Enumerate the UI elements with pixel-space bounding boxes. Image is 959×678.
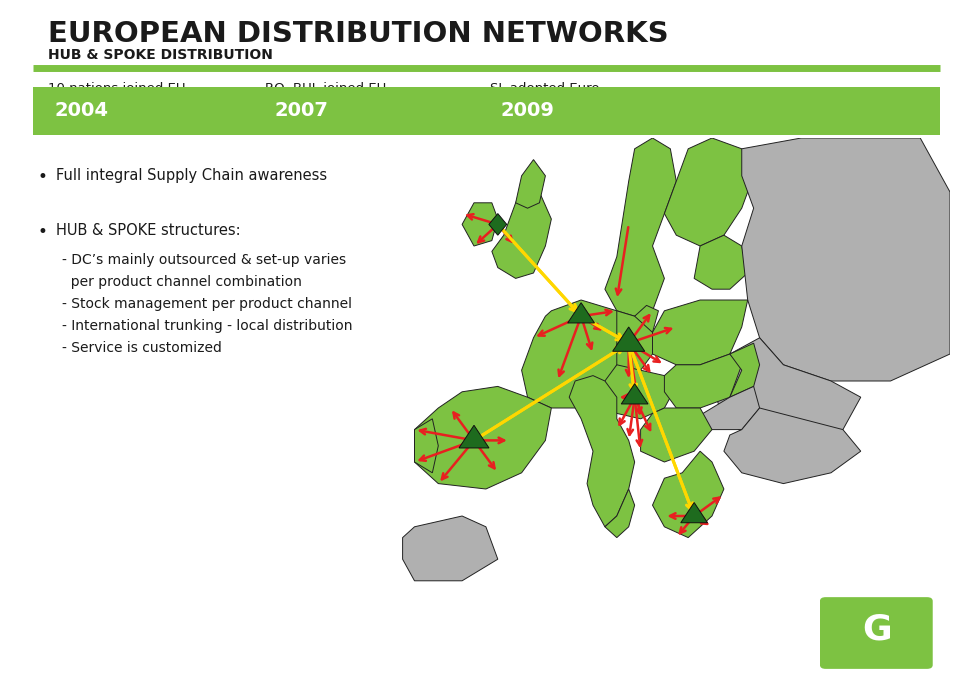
Polygon shape — [724, 408, 861, 483]
Text: SL adopted Euro: SL adopted Euro — [490, 82, 599, 95]
Bar — [33, 87, 940, 135]
Polygon shape — [516, 159, 546, 208]
Polygon shape — [414, 419, 438, 473]
Text: - International trunking - local distribution: - International trunking - local distrib… — [62, 319, 353, 333]
Polygon shape — [641, 408, 712, 462]
Polygon shape — [621, 384, 648, 404]
Text: per product channel combination: per product channel combination — [62, 275, 302, 289]
Polygon shape — [568, 302, 595, 323]
Polygon shape — [605, 365, 676, 419]
Polygon shape — [665, 354, 741, 408]
Polygon shape — [665, 138, 754, 246]
Polygon shape — [605, 489, 635, 538]
Polygon shape — [462, 203, 498, 246]
Polygon shape — [522, 300, 617, 408]
Polygon shape — [403, 516, 498, 581]
Text: GROENWOUT: GROENWOUT — [872, 660, 919, 666]
Polygon shape — [741, 138, 950, 381]
Text: HUB & SPOKE DISTRIBUTION: HUB & SPOKE DISTRIBUTION — [48, 48, 273, 62]
Polygon shape — [492, 181, 551, 279]
Polygon shape — [414, 386, 551, 489]
Polygon shape — [570, 376, 635, 527]
Polygon shape — [652, 451, 724, 538]
Polygon shape — [605, 138, 676, 316]
Polygon shape — [613, 327, 644, 351]
Polygon shape — [694, 235, 748, 290]
Text: 2004: 2004 — [55, 102, 109, 121]
Text: - DC’s mainly outsourced & set-up varies: - DC’s mainly outsourced & set-up varies — [62, 253, 346, 267]
FancyBboxPatch shape — [820, 597, 933, 669]
Text: EUROPEAN DISTRIBUTION NETWORKS: EUROPEAN DISTRIBUTION NETWORKS — [48, 20, 668, 48]
Text: •: • — [38, 168, 48, 186]
Polygon shape — [712, 338, 861, 451]
Polygon shape — [581, 311, 652, 381]
Text: Full integral Supply Chain awareness: Full integral Supply Chain awareness — [56, 168, 327, 183]
Text: RO, BUL joined EU: RO, BUL joined EU — [265, 82, 386, 95]
Text: HUB & SPOKE structures:: HUB & SPOKE structures: — [56, 223, 241, 238]
Polygon shape — [459, 425, 489, 448]
Text: - Stock management per product channel: - Stock management per product channel — [62, 297, 352, 311]
Polygon shape — [694, 386, 760, 430]
Polygon shape — [652, 300, 748, 365]
Text: - Service is customized: - Service is customized — [62, 341, 222, 355]
Polygon shape — [489, 214, 506, 235]
Text: G: G — [863, 613, 892, 647]
Text: 2009: 2009 — [500, 102, 554, 121]
Polygon shape — [730, 343, 760, 397]
Text: 2007: 2007 — [275, 102, 329, 121]
Polygon shape — [681, 502, 708, 523]
Text: •: • — [38, 223, 48, 241]
Polygon shape — [629, 305, 659, 338]
Text: 10 nations joined EU: 10 nations joined EU — [48, 82, 185, 95]
